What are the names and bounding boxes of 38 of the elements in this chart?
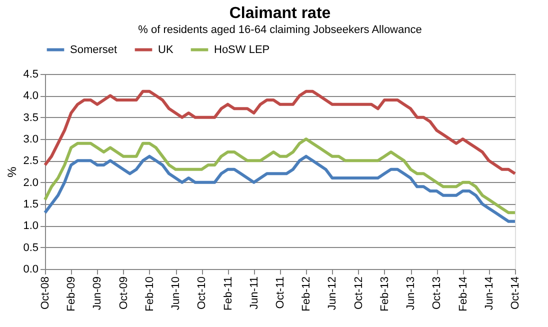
- chart-title: Claimant rate: [229, 5, 331, 22]
- y-tick-label: 1.5: [23, 198, 38, 210]
- x-tick-label: Oct-09: [118, 276, 130, 310]
- y-tick-label: 0.5: [23, 242, 38, 254]
- y-tick-label: 4.5: [23, 68, 38, 80]
- legend-label: Somerset: [70, 44, 118, 56]
- x-tick-label: Feb-11: [222, 276, 234, 311]
- x-tick-label: Oct-13: [431, 276, 444, 310]
- x-tick-label: Jun-09: [92, 276, 104, 310]
- y-tick-label: 3.5: [23, 112, 38, 124]
- y-tick-label: 2.0: [23, 176, 38, 189]
- y-tick-label: 0.0: [23, 264, 38, 276]
- x-tick-label: Jun-10: [170, 276, 182, 310]
- x-tick-label: Feb-09: [66, 276, 78, 312]
- x-tick-label: Jun-12: [326, 276, 339, 310]
- x-tick-label: Oct-12: [352, 276, 365, 310]
- x-tick-label: Oct-10: [196, 276, 208, 310]
- line-series: [44, 154, 516, 223]
- x-tick-label: Jun-14: [483, 276, 496, 310]
- legend-label: UK: [158, 44, 174, 56]
- chart-subtitle: % of residents aged 16-64 claiming Jobseekers Allowance: [138, 24, 422, 36]
- x-tick-label: Jun-13: [405, 276, 418, 310]
- line-series: [44, 90, 516, 176]
- x-tick-label: Oct-14: [510, 276, 522, 310]
- x-tick-label: Oct-08: [40, 276, 52, 310]
- y-tick-label: 1.0: [23, 220, 38, 232]
- y-tick-label: 2.5: [23, 155, 38, 168]
- x-tick-label: Oct-11: [274, 276, 286, 309]
- y-tick-label: 4.0: [23, 90, 38, 102]
- x-tick-label: Feb-10: [144, 276, 156, 312]
- y-axis-title: %: [5, 166, 20, 178]
- line-series: [44, 138, 516, 214]
- x-tick-label: Feb-12: [300, 276, 313, 312]
- legend-label: HoSW LEP: [214, 44, 270, 56]
- x-tick-label: Feb-13: [378, 276, 391, 312]
- y-tick-label: 3.0: [23, 134, 38, 146]
- x-tick-label: Jun-11: [248, 276, 260, 310]
- x-tick-label: Feb-14: [457, 276, 470, 312]
